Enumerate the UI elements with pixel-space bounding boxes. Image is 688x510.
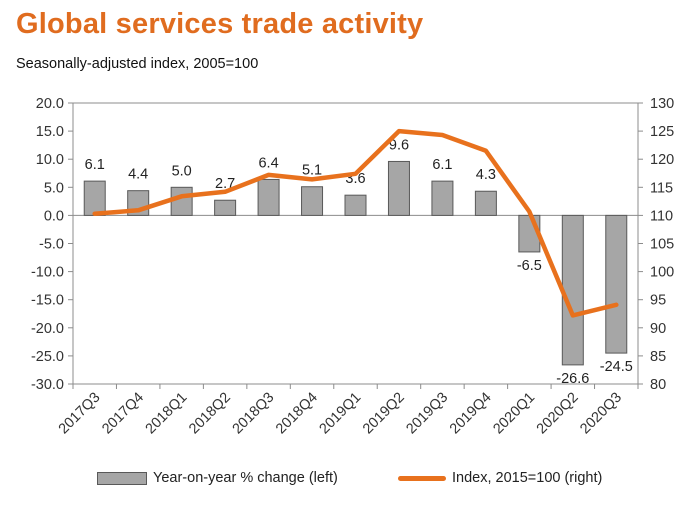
right-tick-label: 105	[650, 237, 674, 253]
legend-line-swatch	[398, 475, 446, 481]
right-tick-label: 130	[650, 96, 674, 112]
left-tick-label: -20.0	[31, 321, 64, 337]
right-tick-label: 115	[650, 180, 673, 196]
x-tick-label: 2020Q2	[534, 390, 582, 438]
index-line	[92, 128, 619, 318]
left-tick-label: -25.0	[31, 349, 64, 365]
x-tick-label: 2019Q4	[447, 390, 495, 438]
bar	[214, 199, 237, 216]
x-tick-label: 2020Q1	[490, 390, 538, 438]
x-tick-label: 2019Q2	[360, 390, 408, 438]
left-tick-label: -10.0	[31, 265, 64, 281]
bar	[83, 180, 106, 216]
bar	[605, 214, 628, 354]
bar-data-label: -26.6	[556, 371, 589, 387]
right-tick-label: 110	[650, 208, 673, 224]
bar-data-label: 4.3	[476, 167, 496, 183]
bar	[344, 194, 367, 216]
plot-frame	[72, 102, 639, 385]
right-tick-label: 95	[650, 293, 666, 309]
legend: Year-on-year % change (left) Index, 2015…	[0, 470, 688, 494]
bar	[170, 186, 193, 216]
right-tick-label: 85	[650, 349, 666, 365]
chart-svg: 20.0 15.0 10.0 5.0 0.0 -5.0 -10.0 -15.0 -20.0 -25…	[31, 96, 674, 438]
left-tick-label: 5.0	[44, 180, 64, 196]
chart-subtitle: Seasonally-adjusted index, 2005=100	[16, 56, 259, 72]
right-tick-label: 90	[650, 321, 666, 337]
bar-data-label: -6.5	[517, 258, 542, 274]
bar-data-label: 6.4	[258, 155, 278, 171]
x-tick-label: 2017Q4	[99, 390, 147, 438]
left-tick-label: -15.0	[31, 293, 64, 309]
x-tick-label: 2018Q1	[143, 390, 191, 438]
bar-data-label: 5.0	[172, 163, 192, 179]
left-tick-label: -30.0	[31, 377, 64, 393]
legend-line-label: Index, 2015=100 (right)	[452, 470, 603, 486]
legend-bar-swatch	[97, 471, 147, 485]
right-tick-label: 125	[650, 124, 674, 140]
left-tick-label: 20.0	[36, 96, 64, 112]
bar	[301, 186, 324, 216]
x-tick-label: 2019Q1	[317, 390, 365, 438]
x-tick-label: 2018Q2	[186, 390, 234, 438]
bar-data-label: -24.5	[600, 359, 633, 375]
bar	[561, 214, 584, 366]
left-tick-label: 15.0	[36, 124, 64, 140]
left-tick-label: -5.0	[39, 237, 64, 253]
bar	[387, 160, 410, 216]
x-tick-label: 2018Q4	[273, 390, 321, 438]
x-tick-label: 2019Q3	[403, 390, 451, 438]
x-tick-label: 2017Q3	[56, 390, 104, 438]
bar-data-label: 9.6	[389, 137, 409, 153]
bar	[257, 178, 280, 216]
bar	[431, 180, 454, 216]
right-tick-label: 120	[650, 152, 674, 168]
right-tick-label: 80	[650, 377, 666, 393]
bar-data-label: 6.1	[432, 157, 452, 173]
x-tick-label: 2020Q3	[577, 390, 625, 438]
bar	[474, 190, 497, 216]
left-tick-label: 0.0	[44, 208, 64, 224]
bar-data-label: 4.4	[128, 167, 148, 183]
x-tick-label: 2018Q3	[230, 390, 278, 438]
legend-item-line: Index, 2015=100 (right)	[398, 470, 602, 486]
bar-data-label: 5.1	[302, 163, 322, 179]
bar-data-label: 6.1	[85, 157, 105, 173]
right-tick-label: 100	[650, 265, 674, 281]
chart-title: Global services trade activity	[16, 8, 424, 40]
legend-item-bars: Year-on-year % change (left)	[97, 470, 338, 486]
left-tick-label: 10.0	[36, 152, 64, 168]
legend-bar-label: Year-on-year % change (left)	[153, 470, 338, 486]
